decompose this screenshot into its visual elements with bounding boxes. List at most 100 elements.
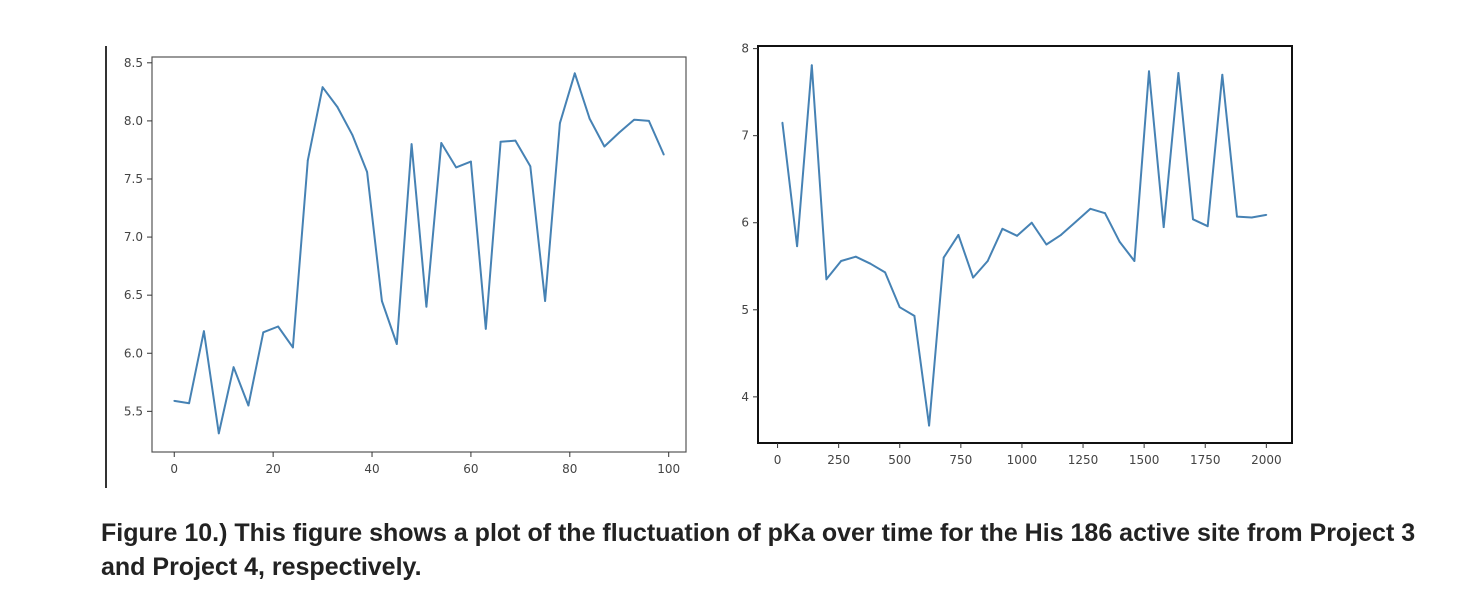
data-point: [1074, 220, 1077, 223]
data-point: [173, 399, 176, 402]
data-point: [796, 245, 799, 248]
x-tick-label: 60: [463, 462, 478, 476]
data-point: [217, 432, 220, 435]
data-point: [869, 262, 872, 265]
data-point: [321, 86, 324, 89]
data-point: [484, 327, 487, 330]
data-point: [810, 64, 813, 67]
x-tick-label: 80: [562, 462, 577, 476]
series-line: [174, 72, 665, 435]
data-point: [381, 300, 383, 302]
data-point: [514, 139, 517, 142]
data-point: [1104, 212, 1106, 215]
data-point: [455, 166, 457, 169]
data-point: [1016, 234, 1018, 237]
x-tick-label: 0: [774, 453, 782, 467]
data-point: [1221, 73, 1224, 76]
data-point: [633, 118, 635, 121]
data-point: [1250, 216, 1253, 219]
figure-caption: Figure 10.) This figure shows a plot of …: [101, 519, 1416, 581]
data-point: [247, 404, 250, 407]
y-tick-label: 7: [741, 129, 749, 143]
data-point: [1192, 218, 1194, 221]
y-tick-label: 8: [741, 42, 749, 56]
data-point: [544, 300, 546, 302]
y-tick-label: 8.5: [124, 56, 143, 70]
x-tick-label: 100: [657, 462, 680, 476]
data-point: [648, 119, 650, 122]
data-point: [1045, 243, 1048, 246]
data-point: [840, 260, 842, 262]
data-point: [573, 72, 576, 75]
data-point: [781, 121, 784, 124]
data-point: [972, 276, 974, 279]
data-point: [957, 234, 960, 236]
data-point: [262, 331, 265, 334]
data-point: [913, 314, 916, 317]
data-point: [1162, 226, 1165, 228]
y-tick-label: 6: [741, 216, 749, 230]
x-tick-label: 750: [949, 453, 972, 467]
y-tick-label: 8.0: [124, 114, 143, 128]
data-point: [559, 122, 561, 125]
y-tick-label: 7.5: [124, 172, 143, 186]
left-edge-divider: [105, 46, 107, 488]
x-tick-label: 2000: [1251, 453, 1282, 467]
y-tick-label: 4: [741, 390, 749, 404]
data-point: [588, 117, 591, 120]
y-tick-label: 5: [741, 303, 749, 317]
data-point: [306, 159, 309, 162]
data-point: [351, 133, 354, 136]
data-point: [232, 366, 235, 369]
data-point: [884, 271, 886, 274]
data-point: [470, 160, 472, 163]
data-point: [1148, 70, 1150, 73]
x-tick-label: 250: [827, 453, 850, 467]
data-point: [366, 171, 368, 173]
data-point: [203, 330, 205, 333]
x-tick-label: 20: [265, 462, 280, 476]
x-tick-label: 1250: [1068, 453, 1099, 467]
data-point: [986, 260, 989, 262]
data-point: [662, 153, 665, 156]
data-point: [898, 306, 901, 309]
data-point: [425, 305, 428, 308]
data-point: [292, 346, 294, 349]
plot-frame: [151, 56, 687, 453]
data-point: [336, 106, 339, 108]
data-point: [188, 402, 190, 405]
data-point: [395, 343, 398, 345]
x-tick-label: 40: [364, 462, 379, 476]
y-tick-label: 7.0: [124, 230, 143, 244]
data-point: [277, 325, 279, 328]
data-point: [603, 145, 606, 148]
data-point: [1265, 213, 1268, 216]
data-point: [854, 255, 857, 258]
data-point: [825, 278, 828, 281]
data-point: [942, 256, 945, 259]
data-point: [928, 424, 930, 427]
data-point: [1060, 234, 1062, 236]
data-point: [1089, 207, 1092, 210]
data-point: [1133, 260, 1136, 262]
plot-frame: [757, 45, 1293, 444]
x-tick-label: 1000: [1007, 453, 1038, 467]
x-tick-label: 1750: [1190, 453, 1221, 467]
data-point: [1030, 221, 1033, 224]
x-tick-label: 0: [170, 462, 178, 476]
data-point: [1236, 215, 1238, 218]
data-point: [440, 142, 443, 144]
x-tick-label: 1500: [1129, 453, 1160, 467]
y-tick-label: 6.0: [124, 346, 143, 360]
y-tick-label: 6.5: [124, 288, 143, 302]
data-point: [529, 165, 532, 168]
data-point: [499, 140, 502, 143]
data-point: [1118, 240, 1121, 243]
data-point: [618, 131, 621, 134]
data-point: [1001, 227, 1004, 230]
series-line: [781, 64, 1267, 427]
data-point: [410, 143, 413, 146]
data-point: [1206, 225, 1209, 228]
